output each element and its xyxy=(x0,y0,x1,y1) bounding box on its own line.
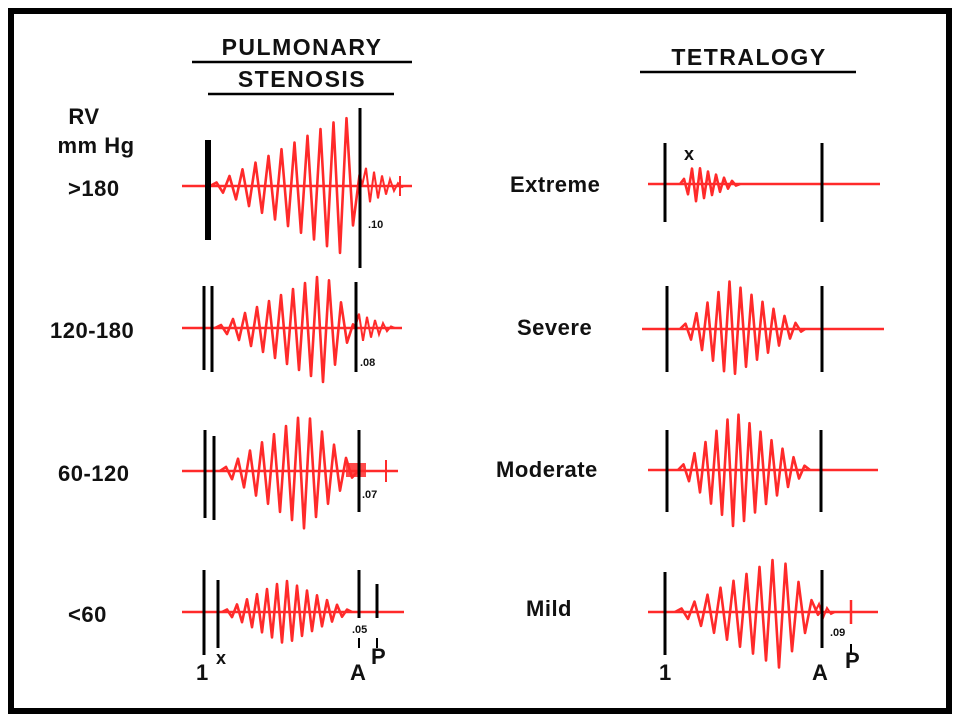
left-row-label-2: 120-180 xyxy=(50,318,134,343)
a2-marker-label: A xyxy=(350,660,366,685)
s1-line xyxy=(205,140,211,240)
murmur-waveform xyxy=(674,558,822,669)
click-marker-label: x xyxy=(216,648,226,668)
left-row-label-1: >180 xyxy=(68,176,120,201)
click-marker-label: x xyxy=(684,144,694,164)
murmur-end xyxy=(346,463,366,477)
left-title-line2: STENOSIS xyxy=(238,66,366,92)
interval-label: .07 xyxy=(362,489,377,501)
murmur-waveform xyxy=(679,280,806,376)
left-row-label-4: <60 xyxy=(68,602,107,627)
murmur-waveform xyxy=(214,275,357,384)
axis-label-mmhg: mm Hg xyxy=(57,133,134,158)
interval-label: .10 xyxy=(368,219,383,231)
murmur-waveform xyxy=(677,413,811,528)
right-title: TETRALOGY xyxy=(671,44,826,70)
left-title-line1: PULMONARY xyxy=(222,34,383,60)
right-row-label-3: Moderate xyxy=(496,457,598,482)
right-row-label-4: Mild xyxy=(526,596,572,621)
interval-label: .08 xyxy=(360,357,375,369)
a2-marker-label: A xyxy=(812,660,828,685)
left-row-label-3: 60-120 xyxy=(58,461,130,486)
right-row-label-2: Severe xyxy=(517,315,592,340)
interval-label: .09 xyxy=(830,627,845,639)
left-row-2: .08 xyxy=(182,275,402,384)
murmur-tail xyxy=(361,167,405,203)
murmur-waveform xyxy=(219,416,359,530)
left-row-1: .10 xyxy=(182,108,412,268)
murmur-tail xyxy=(354,313,396,341)
axis-label-rv: RV xyxy=(68,104,99,129)
right-row-label-1: Extreme xyxy=(510,172,600,197)
murmur-waveform xyxy=(678,167,741,203)
right-row-1: x xyxy=(648,143,880,222)
p2-marker-label: P xyxy=(845,648,860,673)
figure-frame xyxy=(8,8,952,714)
right-row-4: .09 1 A P xyxy=(648,558,878,685)
interval-label: .05 xyxy=(352,624,367,636)
p2-marker-label: P xyxy=(371,644,386,669)
left-row-3: .07 xyxy=(182,416,398,530)
right-row-2 xyxy=(642,280,884,376)
right-row-3 xyxy=(648,413,878,528)
murmur-waveform xyxy=(209,116,364,255)
s1-marker-label: 1 xyxy=(196,660,208,685)
murmur-tail xyxy=(814,601,836,622)
left-row-4: .05 1 x A P xyxy=(182,570,404,685)
s1-marker-label: 1 xyxy=(659,660,671,685)
murmur-waveform xyxy=(221,579,353,644)
